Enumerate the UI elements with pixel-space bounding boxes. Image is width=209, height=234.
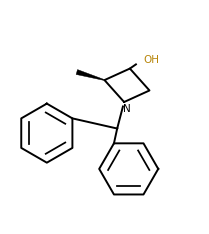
Polygon shape bbox=[76, 69, 105, 80]
Text: OH: OH bbox=[144, 55, 160, 65]
Text: N: N bbox=[122, 104, 130, 114]
